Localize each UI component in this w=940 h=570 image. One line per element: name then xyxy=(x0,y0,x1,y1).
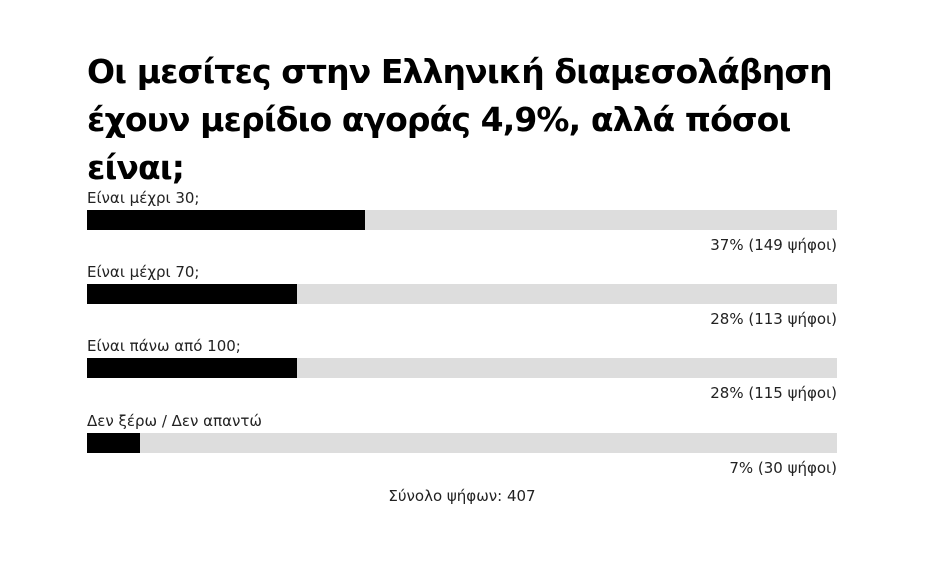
poll-title-line-2: έχουν μερίδιο αγοράς 4,9%, αλλά πόσοι εί… xyxy=(87,100,791,187)
poll-option-dont-know[interactable]: Δεν ξέρω / Δεν απαντώ 7% (30 ψήφοι) xyxy=(87,411,837,481)
poll-option-label: Είναι μέχρι 70; xyxy=(87,263,200,281)
poll-bar-fill xyxy=(87,210,365,230)
poll-option-label: Δεν ξέρω / Δεν απαντώ xyxy=(87,412,262,430)
poll-option-result: 7% (30 ψήφοι) xyxy=(729,459,837,477)
poll-bar-fill xyxy=(87,433,140,453)
poll-option-up-to-70[interactable]: Είναι μέχρι 70; 28% (113 ψήφοι) xyxy=(87,262,837,332)
poll-option-result: 37% (149 ψήφοι) xyxy=(710,236,837,254)
poll-bar-track xyxy=(87,433,837,453)
poll-option-up-to-30[interactable]: Είναι μέχρι 30; 37% (149 ψήφοι) xyxy=(87,188,837,258)
poll-option-label: Είναι πάνω από 100; xyxy=(87,337,241,355)
poll-option-over-100[interactable]: Είναι πάνω από 100; 28% (115 ψήφοι) xyxy=(87,336,837,406)
poll-bar-fill xyxy=(87,284,297,304)
poll-bar-track xyxy=(87,358,837,378)
poll-option-result: 28% (113 ψήφοι) xyxy=(710,310,837,328)
poll-bar-fill xyxy=(87,358,297,378)
poll-title-line-1: Οι μεσίτες στην Ελληνική διαμεσολάβηση xyxy=(87,52,833,91)
poll-bar-track xyxy=(87,284,837,304)
poll-total-votes-label: Σύνολο ψήφων: 407 xyxy=(388,487,536,505)
poll-bar-track xyxy=(87,210,837,230)
poll-total-votes: Σύνολο ψήφων: 407 xyxy=(87,486,837,506)
poll-option-label: Είναι μέχρι 30; xyxy=(87,189,200,207)
poll-title: Οι μεσίτες στην Ελληνική διαμεσολάβηση έ… xyxy=(87,48,847,192)
poll-option-result: 28% (115 ψήφοι) xyxy=(710,384,837,402)
